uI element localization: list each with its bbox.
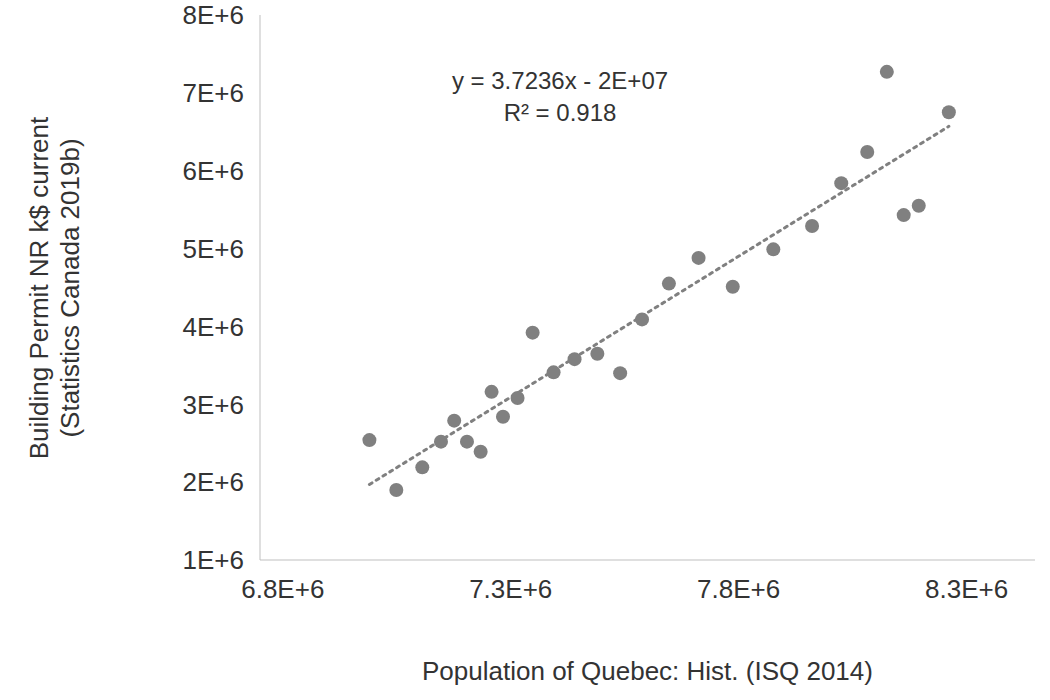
html-text:R² = 0.918: R² = 0.918 (503, 99, 617, 126)
svg-text:Population of Quebec: Hist. (I: Population of Quebec: Hist. (ISQ 2014) (422, 656, 873, 686)
svg-text:7.8E+6: 7.8E+6 (697, 574, 780, 604)
html-text:Building Permit NR k$ current: Building Permit NR k$ current (24, 116, 54, 459)
svg-text:7E+6: 7E+6 (183, 78, 244, 108)
svg-text:1E+6: 1E+6 (183, 545, 244, 575)
html-text:(Statistics Canada 2019b): (Statistics Canada 2019b) (55, 137, 85, 438)
svg-text:6E+6: 6E+6 (183, 156, 244, 186)
svg-text:8.3E+6: 8.3E+6 (925, 574, 1008, 604)
svg-text:8E+6: 8E+6 (183, 0, 244, 30)
svg-text:4E+6: 4E+6 (183, 312, 244, 342)
svg-text:3E+6: 3E+6 (183, 390, 244, 420)
svg-text:6.8E+6: 6.8E+6 (241, 574, 324, 604)
svg-text:2E+6: 2E+6 (183, 467, 244, 497)
svg-text:7.3E+6: 7.3E+6 (469, 574, 552, 604)
svg-text:5E+6: 5E+6 (183, 234, 244, 264)
html-text:y = 3.7236x - 2E+07: y = 3.7236x - 2E+07 (451, 67, 669, 94)
